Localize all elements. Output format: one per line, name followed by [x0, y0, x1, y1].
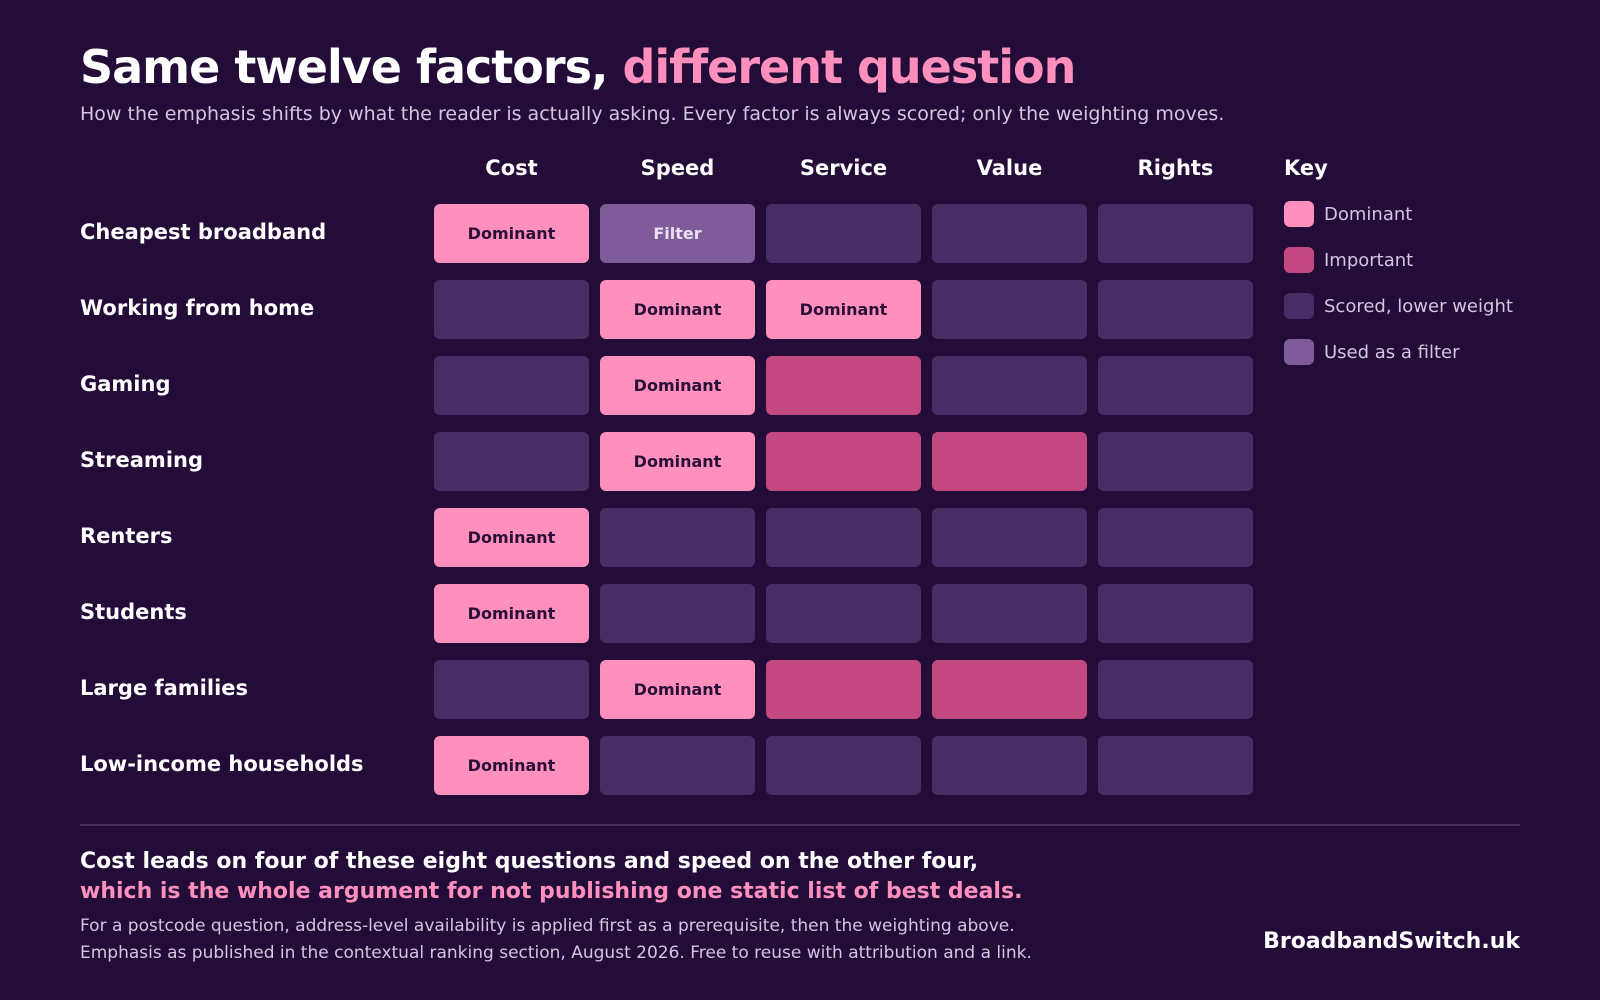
heatmap-cell-renters-speed: [600, 508, 755, 567]
heatmap-cell-low-income-households-rights: [1098, 736, 1253, 795]
footer-note-attribution: Emphasis as published in the contextual …: [80, 943, 1032, 963]
heatmap-cell-cheapest-broadband-service: [766, 204, 921, 263]
heatmap-cell-streaming-cost: [434, 432, 589, 491]
heatmap-cell-low-income-households-speed: [600, 736, 755, 795]
key-item-important: Important: [1284, 246, 1413, 274]
row-label-renters: Renters: [80, 524, 173, 548]
column-header-speed: Speed: [640, 156, 715, 180]
key-title: Key: [1284, 156, 1328, 180]
column-header-rights: Rights: [1137, 156, 1214, 180]
key-swatch-important: [1284, 247, 1314, 273]
heatmap-cell-renters-value: [932, 508, 1087, 567]
row-label-gaming: Gaming: [80, 372, 171, 396]
heatmap-cell-students-value: [932, 584, 1087, 643]
key-swatch-dominant: [1284, 201, 1314, 227]
heatmap-cell-large-families-value: [932, 660, 1087, 719]
heatmap-cell-gaming-rights: [1098, 356, 1253, 415]
page-title: Same twelve factors, different question: [80, 40, 1076, 94]
heatmap-cell-streaming-service: [766, 432, 921, 491]
heatmap-cell-large-families-cost: [434, 660, 589, 719]
footer-divider: [80, 824, 1520, 826]
footer-headline: Cost leads on four of these eight questi…: [80, 849, 979, 874]
heatmap-cell-low-income-households-service: [766, 736, 921, 795]
row-label-streaming: Streaming: [80, 448, 203, 472]
key-label-dominant: Dominant: [1324, 203, 1413, 225]
row-label-working-from-home: Working from home: [80, 296, 315, 320]
key-label-filter: Used as a filter: [1324, 341, 1460, 363]
heatmap-cell-gaming-value: [932, 356, 1087, 415]
key-label-important: Important: [1324, 249, 1414, 271]
heatmap-cell-gaming-speed: Dominant: [600, 356, 755, 415]
heatmap-cell-students-rights: [1098, 584, 1253, 643]
key-swatch-low: [1284, 293, 1314, 319]
heatmap-cell-renters-rights: [1098, 508, 1253, 567]
heatmap-cell-students-speed: [600, 584, 755, 643]
heatmap-cell-working-from-home-speed: Dominant: [600, 280, 755, 339]
heatmap-cell-renters-service: [766, 508, 921, 567]
heatmap-cell-streaming-rights: [1098, 432, 1253, 491]
row-label-cheapest-broadband: Cheapest broadband: [80, 220, 327, 244]
row-label-low-income-households: Low-income households: [80, 752, 364, 776]
heatmap-cell-working-from-home-service: Dominant: [766, 280, 921, 339]
key-swatch-filter: [1284, 339, 1314, 365]
heatmap-cell-working-from-home-value: [932, 280, 1087, 339]
heatmap-cell-working-from-home-cost: [434, 280, 589, 339]
footer-note-availability: For a postcode question, address-level a…: [80, 916, 1015, 936]
heatmap-cell-large-families-speed: Dominant: [600, 660, 755, 719]
heatmap-cell-streaming-value: [932, 432, 1087, 491]
brand-logo-text: BroadbandSwitch.uk: [1263, 929, 1520, 954]
heatmap-cell-cheapest-broadband-rights: [1098, 204, 1253, 263]
heatmap-cell-cheapest-broadband-cost: Dominant: [434, 204, 589, 263]
row-label-large-families: Large families: [80, 676, 249, 700]
page-subtitle: How the emphasis shifts by what the read…: [80, 103, 1225, 125]
column-header-service: Service: [799, 156, 888, 180]
heatmap-cell-renters-cost: Dominant: [434, 508, 589, 567]
heatmap-cell-large-families-rights: [1098, 660, 1253, 719]
heatmap-cell-low-income-households-value: [932, 736, 1087, 795]
heatmap-cell-large-families-service: [766, 660, 921, 719]
column-header-cost: Cost: [485, 156, 538, 180]
footer-headline-accent: which is the whole argument for not publ…: [80, 879, 1023, 904]
heatmap-cell-cheapest-broadband-value: [932, 204, 1087, 263]
key-item-dominant: Dominant: [1284, 200, 1412, 228]
title-accent: different question: [622, 40, 1076, 94]
key-item-filter: Used as a filter: [1284, 338, 1460, 366]
heatmap-cell-cheapest-broadband-speed: Filter: [600, 204, 755, 263]
heatmap-cell-streaming-speed: Dominant: [600, 432, 755, 491]
heatmap-cell-students-service: [766, 584, 921, 643]
title-main: Same twelve factors,: [80, 40, 623, 94]
key-item-low: Scored, lower weight: [1284, 292, 1513, 320]
heatmap-cell-gaming-service: [766, 356, 921, 415]
row-label-students: Students: [80, 600, 187, 624]
heatmap-cell-students-cost: Dominant: [434, 584, 589, 643]
column-header-value: Value: [976, 156, 1043, 180]
key-label-low: Scored, lower weight: [1324, 295, 1513, 317]
heatmap-cell-low-income-households-cost: Dominant: [434, 736, 589, 795]
heatmap-cell-working-from-home-rights: [1098, 280, 1253, 339]
heatmap-cell-gaming-cost: [434, 356, 589, 415]
